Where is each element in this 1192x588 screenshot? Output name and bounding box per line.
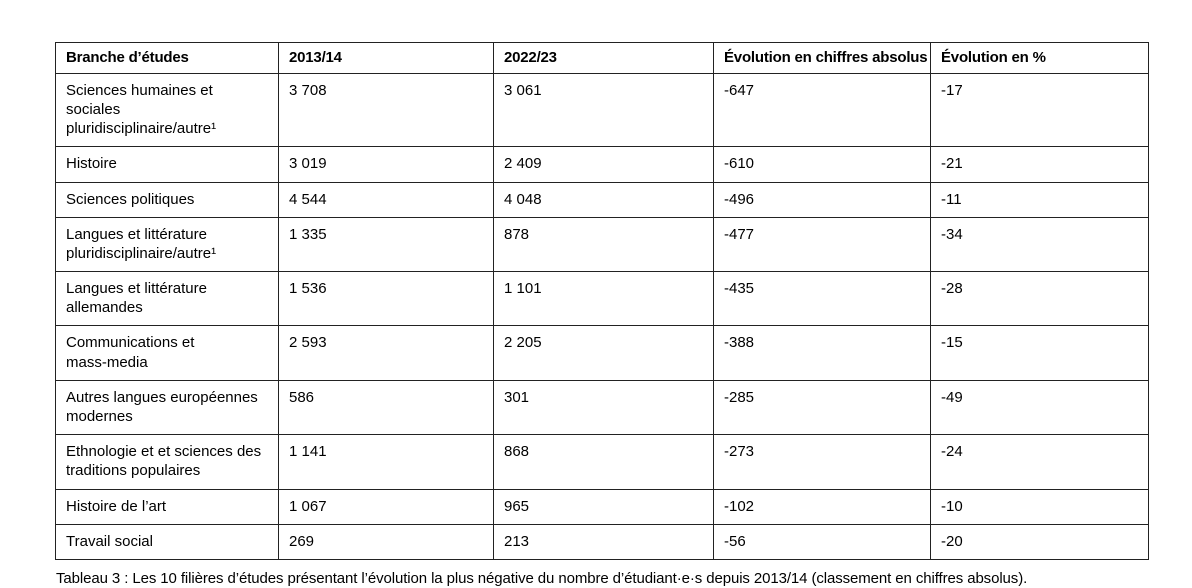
table-row: Langues et littérature allemandes 1 536 … (55, 271, 1149, 327)
cell-branche: Travail social (55, 523, 279, 560)
cell-evolution-pct: -10 (930, 488, 1149, 525)
table-row: Travail social 269 213 -56 -20 (55, 523, 1149, 560)
header-row: Branche d’études 2013/14 2022/23 Évoluti… (55, 42, 1149, 74)
col-header-2013-14: 2013/14 (278, 42, 494, 74)
cell-branche: Histoire de l’art (55, 488, 279, 525)
cell-evolution-pct: -17 (930, 72, 1149, 148)
cell-2013: 3 708 (278, 72, 494, 148)
cell-branche: Sciences politiques (55, 181, 279, 218)
cell-2022: 965 (493, 488, 714, 525)
cell-2022: 3 061 (493, 72, 714, 148)
cell-branche: Communications et mass-media (55, 325, 279, 381)
cell-2022: 878 (493, 216, 714, 273)
cell-branche: Langues et littérature pluridisciplinair… (55, 216, 279, 273)
table-caption: Tableau 3 : Les 10 filières d’études pré… (56, 569, 1028, 587)
cell-2022: 868 (493, 434, 714, 490)
cell-2022: 4 048 (493, 181, 714, 218)
cell-2013: 1 067 (278, 488, 494, 525)
cell-evolution-abs: -435 (713, 271, 931, 327)
cell-evolution-pct: -34 (930, 216, 1149, 273)
cell-2013: 2 593 (278, 325, 494, 381)
cell-2022: 301 (493, 379, 714, 436)
cell-evolution-abs: -56 (713, 523, 931, 560)
cell-2022: 213 (493, 523, 714, 560)
table-row: Autres langues européennes modernes 586 … (55, 379, 1149, 436)
cell-2022: 1 101 (493, 271, 714, 327)
table-row: Communications et mass-media 2 593 2 205… (55, 325, 1149, 381)
cell-evolution-abs: -496 (713, 181, 931, 218)
cell-2013: 4 544 (278, 181, 494, 218)
table-row: Sciences politiques 4 544 4 048 -496 -11 (55, 181, 1149, 218)
cell-2022: 2 205 (493, 325, 714, 381)
cell-evolution-abs: -285 (713, 379, 931, 436)
cell-evolution-pct: -49 (930, 379, 1149, 436)
cell-2013: 3 019 (278, 146, 494, 183)
cell-evolution-pct: -15 (930, 325, 1149, 381)
cell-evolution-abs: -273 (713, 434, 931, 490)
cell-branche: Autres langues européennes modernes (55, 379, 279, 436)
cell-evolution-abs: -102 (713, 488, 931, 525)
col-header-evolution-absolue: Évolution en chiffres absolus (713, 42, 931, 74)
cell-2013: 269 (278, 523, 494, 560)
cell-evolution-pct: -11 (930, 181, 1149, 218)
cell-evolution-pct: -28 (930, 271, 1149, 327)
cell-evolution-pct: -20 (930, 523, 1149, 560)
cell-branche: Sciences humaines et sociales pluridisci… (55, 72, 279, 148)
cell-branche: Langues et littérature allemandes (55, 271, 279, 327)
col-header-evolution-pct: Évolution en % (930, 42, 1149, 74)
cell-branche: Histoire (55, 146, 279, 183)
col-header-2022-23: 2022/23 (493, 42, 714, 74)
cell-evolution-abs: -610 (713, 146, 931, 183)
cell-evolution-abs: -477 (713, 216, 931, 273)
cell-2013: 1 536 (278, 271, 494, 327)
cell-evolution-pct: -21 (930, 146, 1149, 183)
cell-evolution-abs: -647 (713, 72, 931, 148)
table-row: Sciences humaines et sociales pluridisci… (55, 72, 1149, 148)
table-row: Histoire 3 019 2 409 -610 -21 (55, 146, 1149, 183)
cell-evolution-pct: -24 (930, 434, 1149, 490)
cell-branche: Ethnologie et et sciences des traditions… (55, 434, 279, 490)
table-row: Langues et littérature pluridisciplinair… (55, 216, 1149, 273)
table-row: Histoire de l’art 1 067 965 -102 -10 (55, 488, 1149, 525)
cell-evolution-abs: -388 (713, 325, 931, 381)
cell-2022: 2 409 (493, 146, 714, 183)
cell-2013: 1 141 (278, 434, 494, 490)
students-evolution-table: Branche d’études 2013/14 2022/23 Évoluti… (55, 42, 1149, 560)
cell-2013: 1 335 (278, 216, 494, 273)
cell-2013: 586 (278, 379, 494, 436)
col-header-branche: Branche d’études (55, 42, 279, 74)
table-row: Ethnologie et et sciences des traditions… (55, 434, 1149, 490)
